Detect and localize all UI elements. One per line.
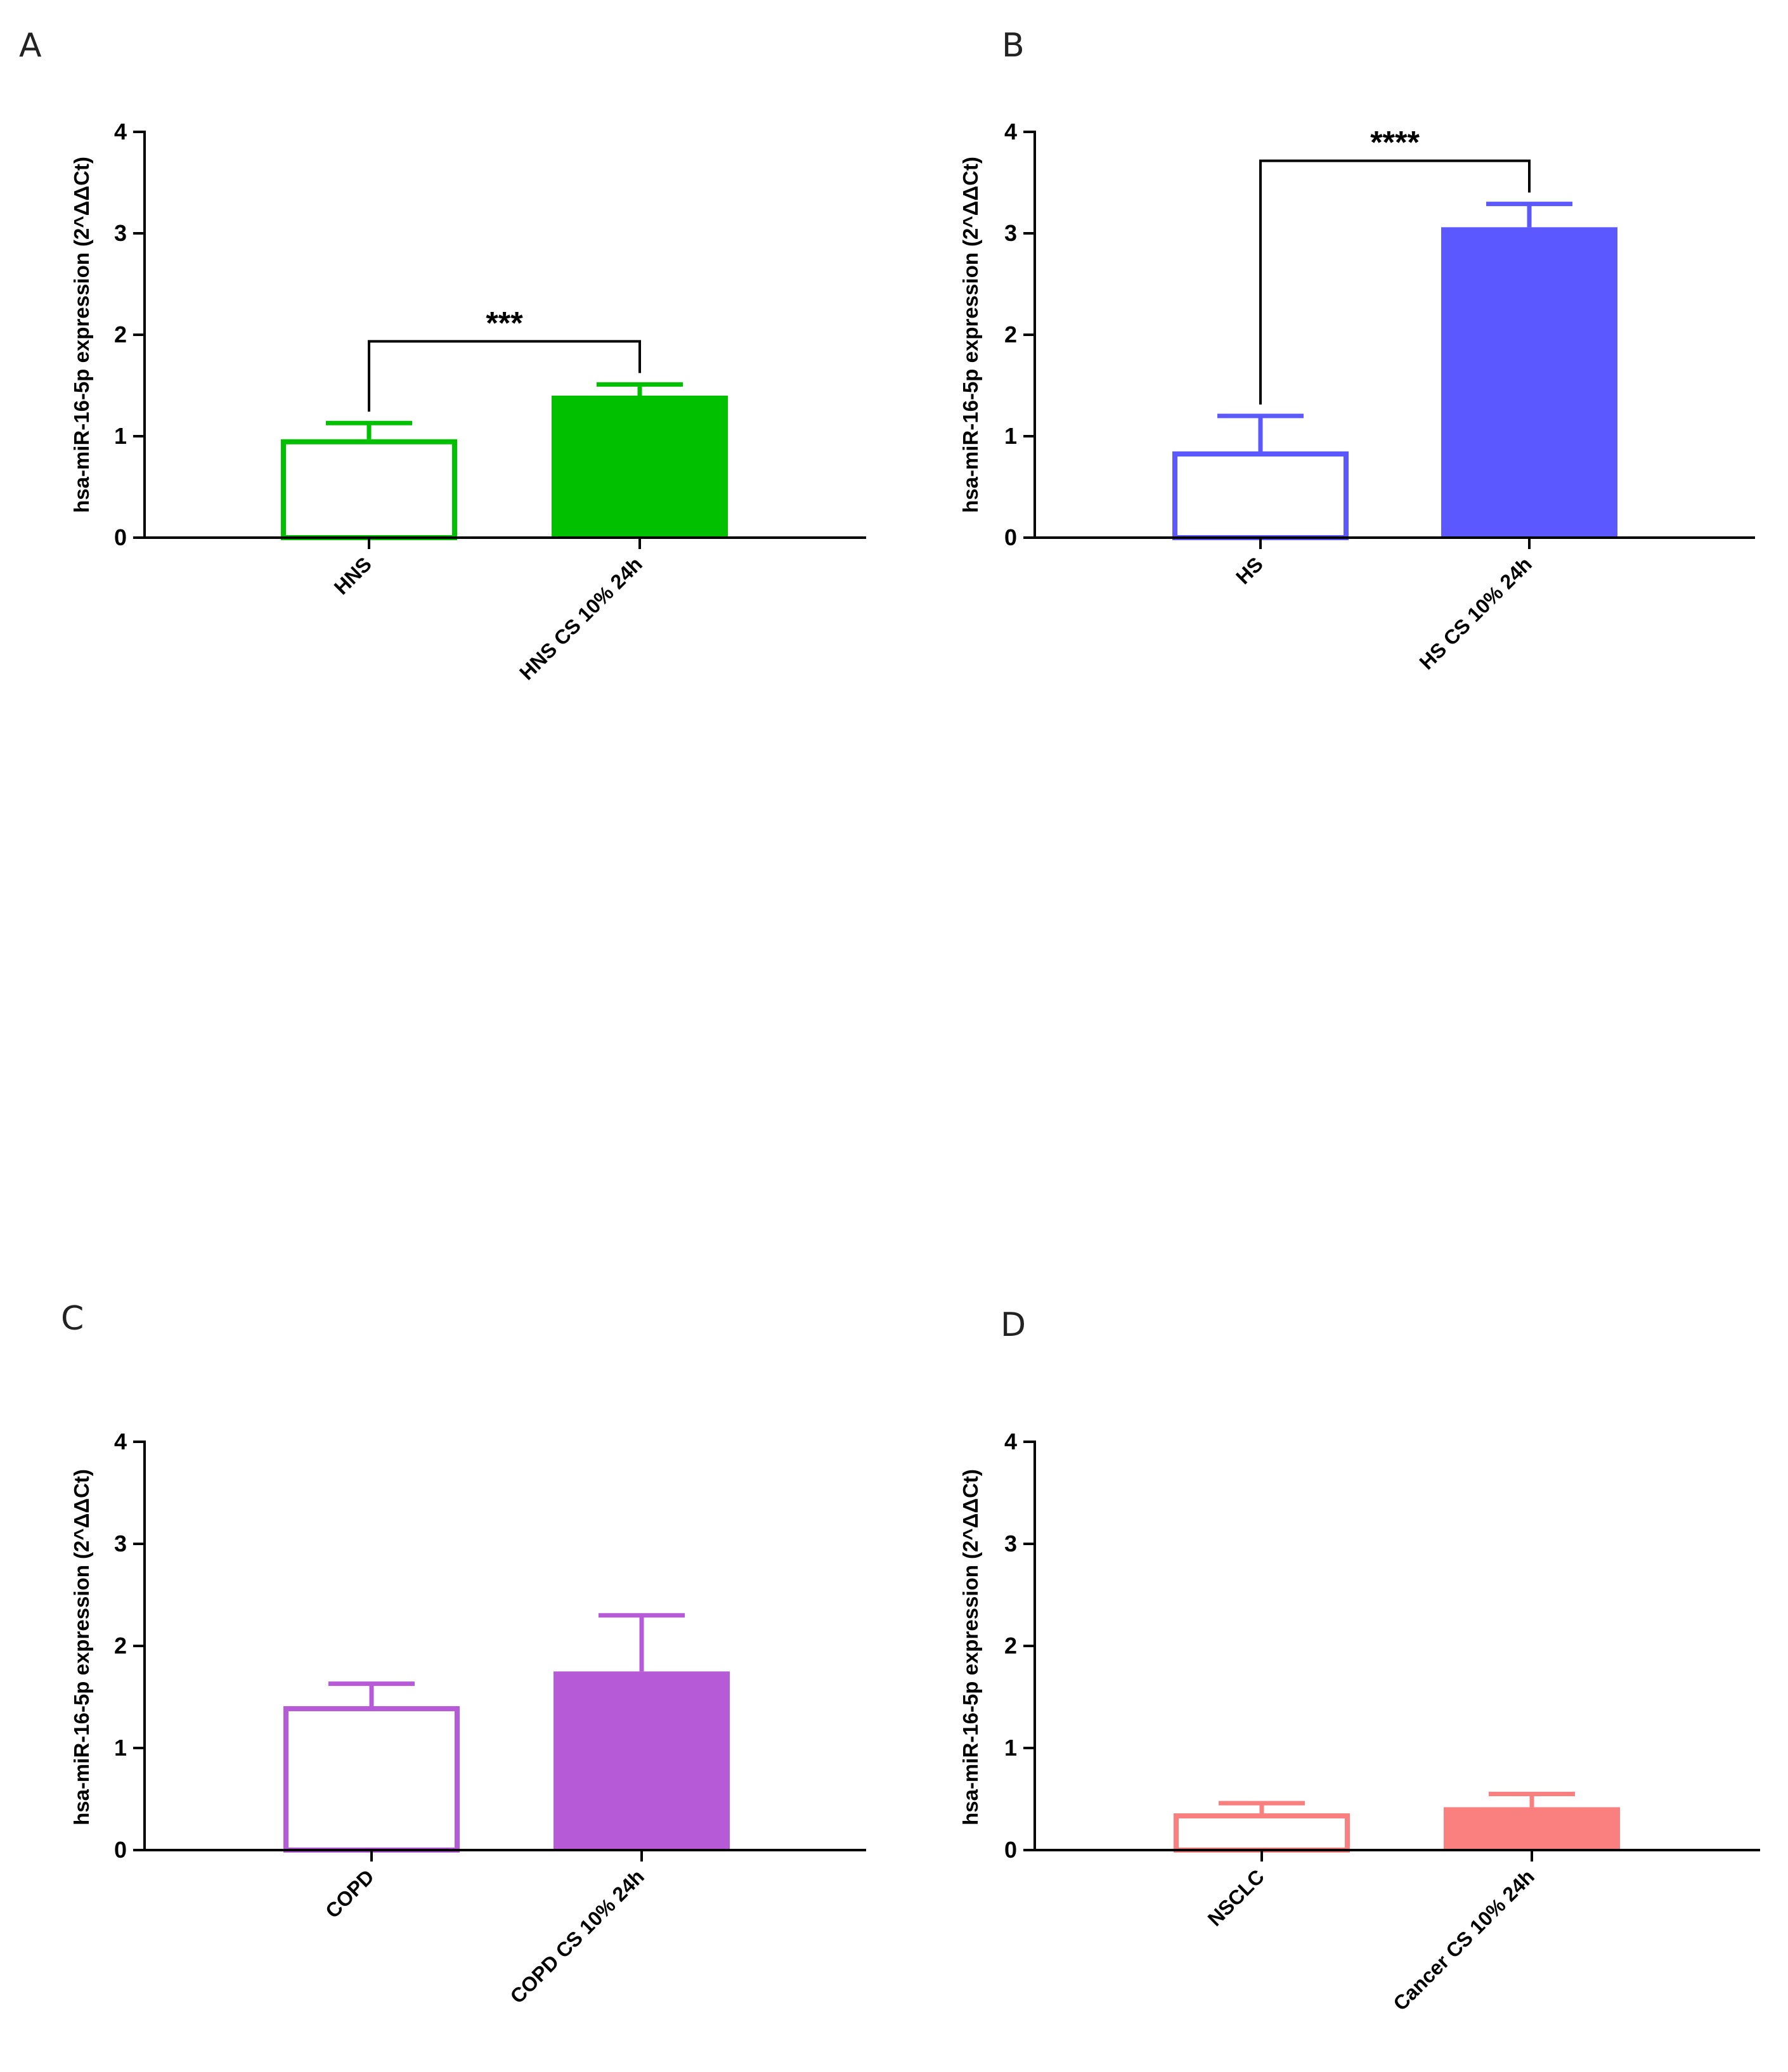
y-axis-label: hsa-miR-16-5p expression (2^ΔΔCt) xyxy=(959,1469,982,1825)
x-category-label: HS CS 10% 24h xyxy=(1415,552,1536,673)
x-category-label: HNS CS 10% 24h xyxy=(515,552,647,684)
y-tick-label: 4 xyxy=(1004,119,1017,145)
bar xyxy=(554,1671,730,1850)
panel-letter-a: A xyxy=(19,27,42,65)
y-tick-label: 2 xyxy=(114,1633,127,1659)
y-tick-label: 3 xyxy=(1004,220,1017,246)
y-tick-label: 3 xyxy=(114,220,127,246)
chart-panel-a: 0 1 2 3 4 hsa-miR-16-5p expression (2^ΔΔCt) HN… xyxy=(70,119,866,684)
x-category-label: Cancer CS 10% 24h xyxy=(1389,1865,1539,2015)
panel-letter-b: B xyxy=(1002,27,1025,65)
x-category-label: HS xyxy=(1231,552,1267,588)
x-category-label: HNS xyxy=(330,552,376,599)
chart-panel-d: 0 1 2 3 4 hsa-miR-16-5p expression (2^ΔΔCt) NS… xyxy=(959,1428,1760,2015)
y-tick-label: 0 xyxy=(114,524,127,550)
bar xyxy=(1444,1807,1620,1850)
x-category-label: COPD xyxy=(321,1865,379,1922)
y-tick-label: 1 xyxy=(114,1735,127,1761)
bar xyxy=(1172,451,1349,540)
y-tick-label: 1 xyxy=(1004,423,1017,449)
significance-label: **** xyxy=(1370,125,1420,160)
significance-label: *** xyxy=(486,305,523,340)
x-category-label: NSCLC xyxy=(1203,1865,1269,1930)
significance-bracket xyxy=(1259,159,1531,405)
chart-panel-b: 0 1 2 3 4 hsa-miR-16-5p expression (2^ΔΔCt) HS… xyxy=(959,119,1755,674)
chart-panel-c: 0 1 2 3 4 hsa-miR-16-5p expression (2^ΔΔCt) CO… xyxy=(70,1428,866,2008)
y-tick-label: 4 xyxy=(114,1428,127,1454)
bar xyxy=(281,439,457,540)
panel-letter-c: C xyxy=(61,1300,84,1338)
significance-bracket xyxy=(368,340,641,412)
y-axis-label: hsa-miR-16-5p expression (2^ΔΔCt) xyxy=(70,1469,93,1825)
y-tick-label: 2 xyxy=(114,321,127,347)
panel-letter-d: D xyxy=(1001,1306,1027,1344)
bar xyxy=(552,396,728,538)
y-tick-label: 0 xyxy=(114,1837,127,1863)
bar xyxy=(1174,1813,1350,1853)
y-tick-label: 0 xyxy=(1004,524,1017,550)
y-axis-label: hsa-miR-16-5p expression (2^ΔΔCt) xyxy=(70,157,93,513)
y-tick-label: 2 xyxy=(1004,321,1017,347)
y-tick-label: 4 xyxy=(114,119,127,145)
y-tick-label: 1 xyxy=(114,423,127,449)
y-tick-label: 2 xyxy=(1004,1633,1017,1659)
x-category-label: COPD CS 10% 24h xyxy=(506,1865,649,2007)
y-tick-label: 3 xyxy=(114,1531,127,1557)
bar xyxy=(283,1706,460,1853)
y-tick-label: 0 xyxy=(1004,1837,1017,1863)
y-tick-label: 1 xyxy=(1004,1735,1017,1761)
y-tick-label: 3 xyxy=(1004,1531,1017,1557)
y-tick-label: 4 xyxy=(1004,1428,1017,1454)
y-axis-label: hsa-miR-16-5p expression (2^ΔΔCt) xyxy=(959,157,982,513)
bar xyxy=(1441,227,1617,538)
